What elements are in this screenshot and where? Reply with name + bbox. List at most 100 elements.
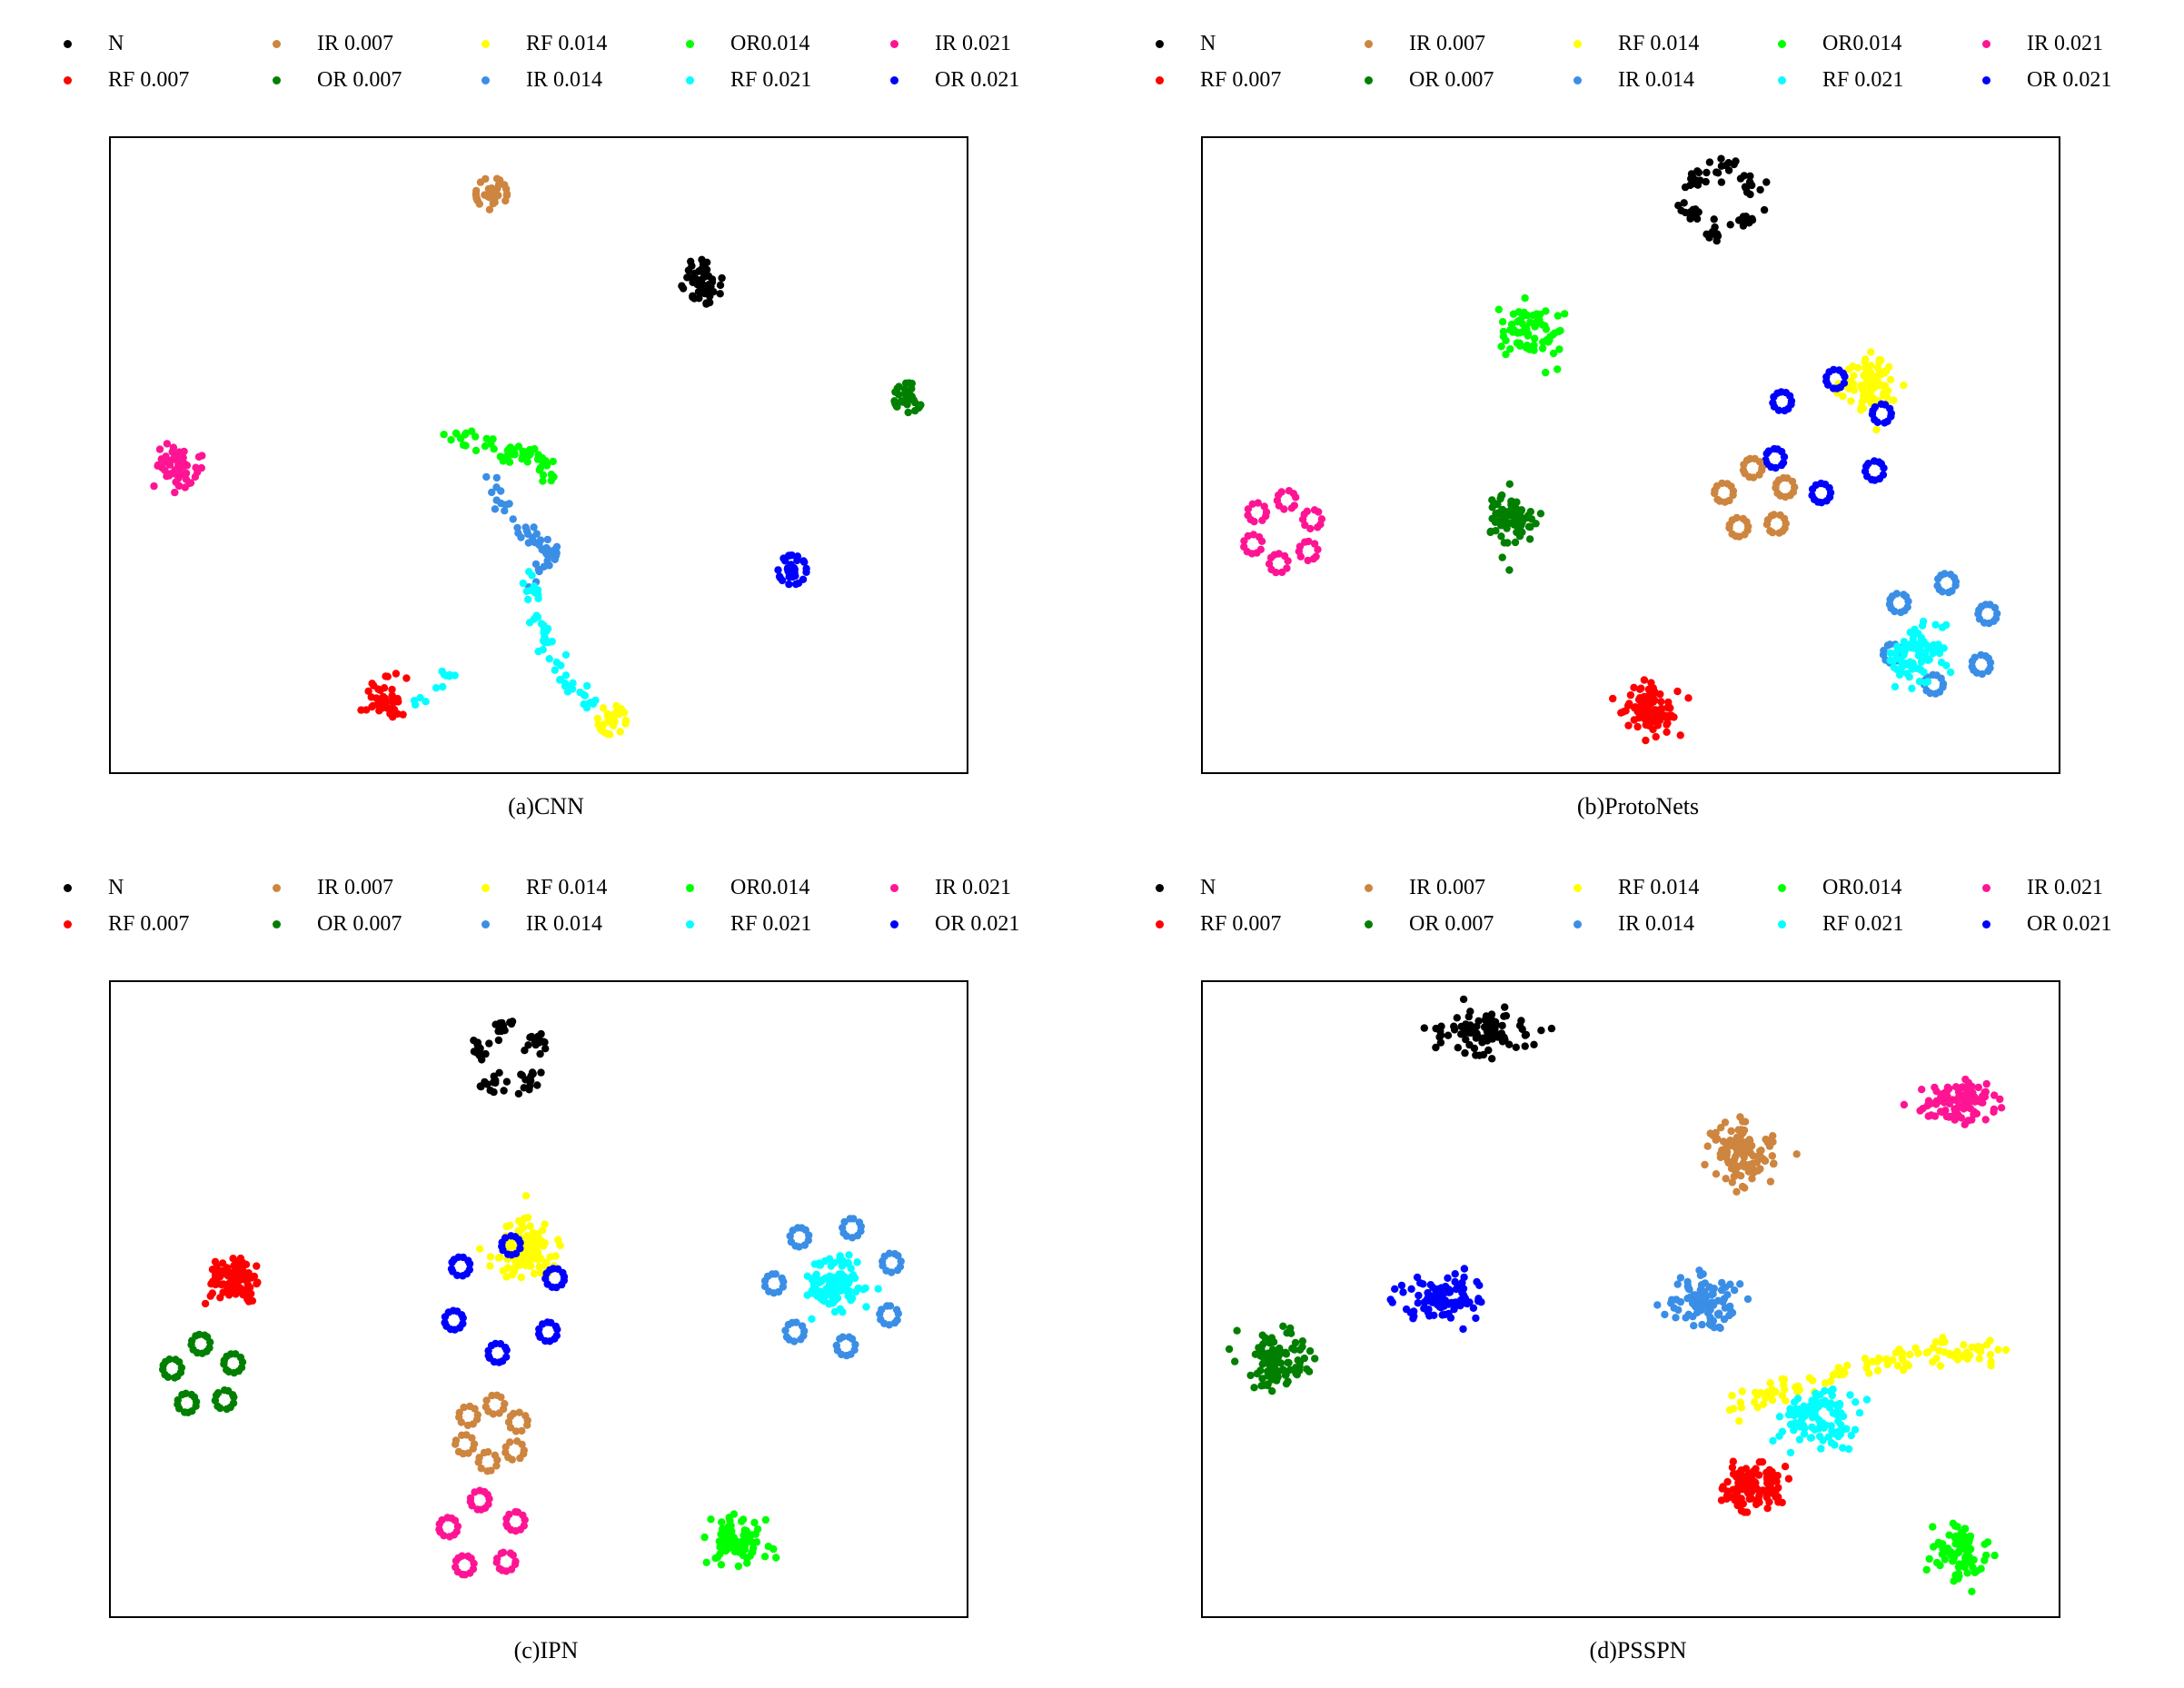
scatter-point xyxy=(1524,330,1533,338)
scatter-point xyxy=(1781,1463,1790,1471)
scatter-point xyxy=(383,672,392,680)
legend-item-rf-0-021: RF 0.021 xyxy=(686,64,811,96)
scatter-point xyxy=(416,693,424,702)
scatter-point xyxy=(1413,1273,1422,1282)
scatter-point xyxy=(1693,1303,1701,1311)
legend-marker xyxy=(1365,39,1373,48)
scatter-point xyxy=(1388,1298,1396,1306)
scatter-point xyxy=(1826,1377,1835,1385)
scatter-point xyxy=(524,1041,532,1049)
legend-marker xyxy=(1156,883,1164,892)
scatter-point xyxy=(490,1087,498,1097)
scatter-point xyxy=(1768,1396,1777,1405)
scatter-point xyxy=(211,1257,220,1266)
scatter-point xyxy=(1305,1346,1315,1355)
scatter-point xyxy=(524,595,532,604)
scatter-plot xyxy=(109,136,968,774)
scatter-point xyxy=(191,472,200,482)
cluster-ir-0-021 xyxy=(435,1486,529,1579)
scatter-point xyxy=(1719,1137,1728,1146)
legend-label: RF 0.021 xyxy=(1822,911,1904,936)
scatter-point xyxy=(1749,1152,1758,1160)
scatter-point xyxy=(457,1418,465,1426)
scatter-point xyxy=(1983,1538,1992,1546)
scatter-point xyxy=(1963,1569,1971,1577)
plot-frame xyxy=(1201,980,2060,1618)
scatter-point xyxy=(245,1283,253,1291)
scatter-point xyxy=(1900,638,1908,646)
scatter-point xyxy=(501,507,509,515)
scatter-point xyxy=(1987,1357,1995,1365)
legend-label: RF 0.007 xyxy=(1200,67,1282,92)
scatter-point xyxy=(1949,1519,1957,1527)
scatter-point xyxy=(1703,168,1711,177)
legend-item-rf-0-014: RF 0.014 xyxy=(481,27,607,60)
scatter-point xyxy=(1294,1356,1302,1365)
scatter-point xyxy=(1639,702,1648,710)
cluster-or0-014 xyxy=(440,427,558,485)
scatter-point xyxy=(1947,1549,1955,1557)
legend-item-ir-0-014: IR 0.014 xyxy=(481,908,602,940)
scatter-point xyxy=(1843,1361,1851,1370)
scatter-point xyxy=(1883,641,1892,650)
scatter-point xyxy=(1938,588,1947,596)
scatter-point xyxy=(1967,1083,1975,1091)
scatter-point xyxy=(1707,1319,1715,1328)
scatter-point xyxy=(1246,1371,1255,1380)
scatter-point xyxy=(1761,1157,1770,1166)
legend-marker xyxy=(64,39,72,48)
scatter-point xyxy=(1860,395,1869,403)
scatter-point xyxy=(491,198,499,206)
scatter-point xyxy=(855,1218,864,1226)
scatter-point xyxy=(1898,1354,1907,1362)
scatter-point xyxy=(760,1276,769,1285)
scatter-point xyxy=(223,1286,231,1294)
scatter-point xyxy=(368,680,376,688)
scatter-point xyxy=(1915,642,1924,650)
cluster-or-0-021 xyxy=(441,1232,569,1366)
scatter-point xyxy=(693,281,701,289)
legend-marker xyxy=(481,919,490,928)
scatter-point xyxy=(1444,1031,1453,1039)
legend-label: OR 0.021 xyxy=(935,67,1020,92)
scatter-plot xyxy=(1201,136,2060,774)
scatter-point xyxy=(502,1514,511,1523)
scatter-point xyxy=(690,294,699,303)
scatter-point xyxy=(1663,728,1671,736)
scatter-point xyxy=(1991,614,2000,622)
scatter-point xyxy=(220,1386,229,1395)
scatter-point xyxy=(1450,1026,1459,1034)
scatter-point xyxy=(468,1502,476,1510)
scatter-point xyxy=(1873,418,1881,426)
scatter-point xyxy=(827,1262,835,1270)
scatter-point xyxy=(1728,1178,1736,1187)
scatter-point xyxy=(533,1081,541,1089)
scatter-point xyxy=(1822,1421,1831,1429)
scatter-point xyxy=(439,682,447,691)
scatter-point xyxy=(543,460,551,468)
scatter-point xyxy=(1416,1279,1425,1287)
scatter-point xyxy=(1250,517,1258,526)
scatter-point xyxy=(1231,1357,1239,1365)
scatter-point xyxy=(1745,1494,1753,1504)
legend-item-rf-0-014: RF 0.014 xyxy=(1573,27,1699,60)
scatter-point xyxy=(1862,1395,1871,1404)
scatter-point xyxy=(216,1404,224,1413)
scatter-point xyxy=(1900,643,1908,651)
scatter-point xyxy=(1741,183,1750,191)
scatter-point xyxy=(581,691,590,700)
scatter-point xyxy=(1717,178,1726,186)
scatter-point xyxy=(507,1232,515,1240)
scatter-point xyxy=(1452,1285,1461,1294)
legend-label: OR 0.021 xyxy=(935,911,1020,936)
scatter-point xyxy=(790,1337,799,1345)
scatter-point xyxy=(1742,1465,1751,1473)
scatter-point xyxy=(772,1554,780,1562)
scatter-plot xyxy=(109,980,968,1618)
scatter-point xyxy=(1420,1298,1429,1306)
scatter-point xyxy=(1444,1288,1453,1296)
scatter-point xyxy=(482,472,491,482)
scatter-point xyxy=(1737,1126,1745,1134)
scatter-point xyxy=(464,1449,472,1457)
scatter-point xyxy=(1812,1389,1820,1397)
